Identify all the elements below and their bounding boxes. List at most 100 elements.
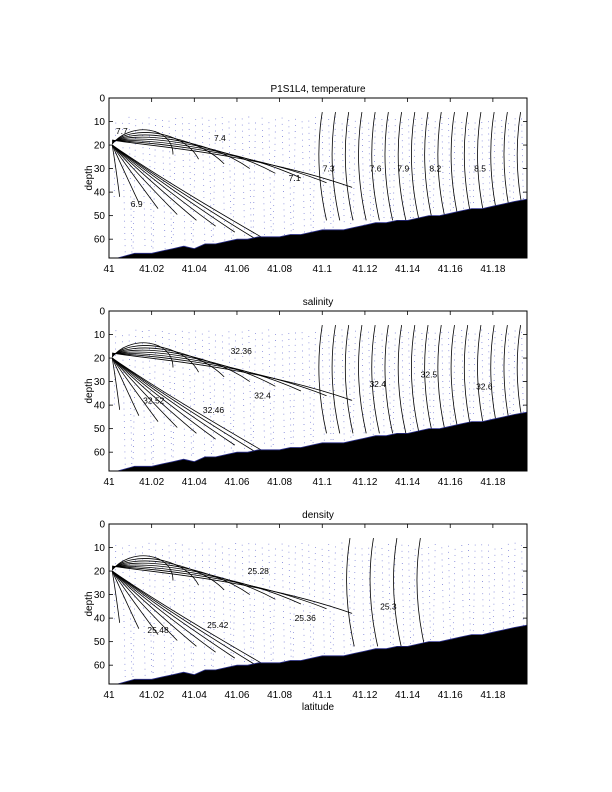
y-tick-label: 60 <box>94 235 106 246</box>
contour-label: 7.1 <box>289 173 301 183</box>
contour-lines <box>111 112 526 245</box>
contour-line <box>111 347 225 378</box>
contour-line <box>393 538 402 647</box>
contour-line <box>111 357 274 458</box>
contour-line <box>111 129 174 155</box>
chart-title: salinity <box>303 297 334 308</box>
y-tick-label: 10 <box>94 330 106 341</box>
y-axis-label: depth <box>84 165 95 190</box>
contour-label: 7.9 <box>397 164 409 174</box>
chart-title: density <box>302 510 334 521</box>
x-tick-label: 41.18 <box>480 690 505 701</box>
y-tick-label: 30 <box>94 590 106 601</box>
contour-line <box>112 566 327 610</box>
x-tick-label: 41.08 <box>267 690 292 701</box>
contour-line <box>111 349 250 382</box>
contour-line <box>111 562 250 595</box>
y-axis-label: depth <box>84 591 95 616</box>
contour-line <box>112 565 353 614</box>
x-tick-label: 41.1 <box>313 264 333 275</box>
contour-line <box>111 144 178 215</box>
x-tick-label: 41 <box>103 690 115 701</box>
x-tick-label: 41.18 <box>480 477 505 488</box>
contour-line <box>437 325 446 434</box>
x-tick-label: 41.12 <box>352 477 377 488</box>
contour-line <box>111 136 250 169</box>
contour-line <box>450 112 460 221</box>
y-tick-label: 10 <box>94 543 106 554</box>
axes-frame <box>108 310 528 472</box>
contour-line <box>111 144 255 239</box>
x-tick-label: 41.02 <box>139 477 164 488</box>
contour-line <box>111 342 174 368</box>
axes-frame <box>108 97 528 259</box>
contour-line <box>111 144 236 233</box>
contour-line <box>112 564 276 600</box>
contour-line <box>416 538 426 647</box>
contour-line <box>111 144 274 245</box>
x-tick-label: 41.18 <box>480 264 505 275</box>
contour-label: 32.46 <box>203 405 225 415</box>
contour-label: 25.48 <box>147 625 169 635</box>
x-tick-label: 41 <box>103 264 115 275</box>
panel-3: 25.28 25.48 25.42 25.36 25.3 41 41.02 41.04 41.0… <box>84 510 528 713</box>
contour-line <box>111 570 255 665</box>
x-tick-label: 41.04 <box>182 690 207 701</box>
x-tick-label: 41.06 <box>224 477 249 488</box>
contour-label: 32.6 <box>476 381 493 391</box>
contour-line <box>112 353 327 397</box>
contour-label: 7.4 <box>214 133 226 143</box>
contour-line <box>344 325 354 434</box>
contour-line <box>111 570 140 629</box>
contour-lines <box>111 325 526 458</box>
contour-line <box>318 325 327 434</box>
contour-line <box>318 112 327 221</box>
y-tick-label: 0 <box>99 94 105 105</box>
x-tick-label: 41.08 <box>267 477 292 488</box>
contour-line <box>111 357 255 452</box>
y-tick-label: 60 <box>94 661 106 672</box>
contour-line <box>111 357 121 410</box>
x-tick-label: 41.14 <box>395 690 420 701</box>
contour-line <box>111 357 236 446</box>
x-tick-label: 41.04 <box>182 264 207 275</box>
contour-line <box>111 570 216 653</box>
x-tick-label: 41 <box>103 477 115 488</box>
y-tick-label: 50 <box>94 424 106 435</box>
x-tick-label: 41.06 <box>224 264 249 275</box>
y-tick-label: 50 <box>94 637 106 648</box>
chart-title: P1S1L4, temperature <box>270 84 365 95</box>
contour-label: 32.4 <box>254 391 271 401</box>
seafloor-bathymetry <box>117 411 527 471</box>
contour-line <box>111 570 159 635</box>
contour-line <box>358 112 367 221</box>
x-tick-label: 41.02 <box>139 264 164 275</box>
contour-line <box>111 144 159 209</box>
contour-line <box>331 112 341 221</box>
contour-line <box>111 144 140 203</box>
x-tick-label: 41.12 <box>352 264 377 275</box>
contour-line <box>331 325 341 434</box>
plot-area <box>111 538 527 684</box>
x-tick-label: 41.08 <box>267 264 292 275</box>
contour-label: 7.3 <box>323 164 335 174</box>
x-axis-label: latitude <box>302 702 335 713</box>
contour-line <box>424 112 433 221</box>
contour-label: 8.2 <box>429 164 441 174</box>
contour-line <box>346 538 355 647</box>
contour-line <box>112 139 302 179</box>
contour-line <box>112 138 276 174</box>
x-tick-label: 41.04 <box>182 477 207 488</box>
panel-2: 32.36 32.4 32.52 32.46 32.4 32.5 32.6 41 41.02 41… <box>84 297 528 488</box>
contour-lines <box>111 538 426 671</box>
contour-label: 7.7 <box>116 126 128 136</box>
x-tick-label: 41.12 <box>352 690 377 701</box>
y-tick-label: 40 <box>94 614 106 625</box>
contour-line <box>111 570 121 623</box>
contour-line <box>424 325 433 434</box>
contour-line <box>477 325 486 434</box>
x-tick-label: 41.14 <box>395 264 420 275</box>
contour-label: 25.36 <box>295 613 317 623</box>
contour-line <box>490 112 499 221</box>
y-axis-label: depth <box>84 378 95 403</box>
